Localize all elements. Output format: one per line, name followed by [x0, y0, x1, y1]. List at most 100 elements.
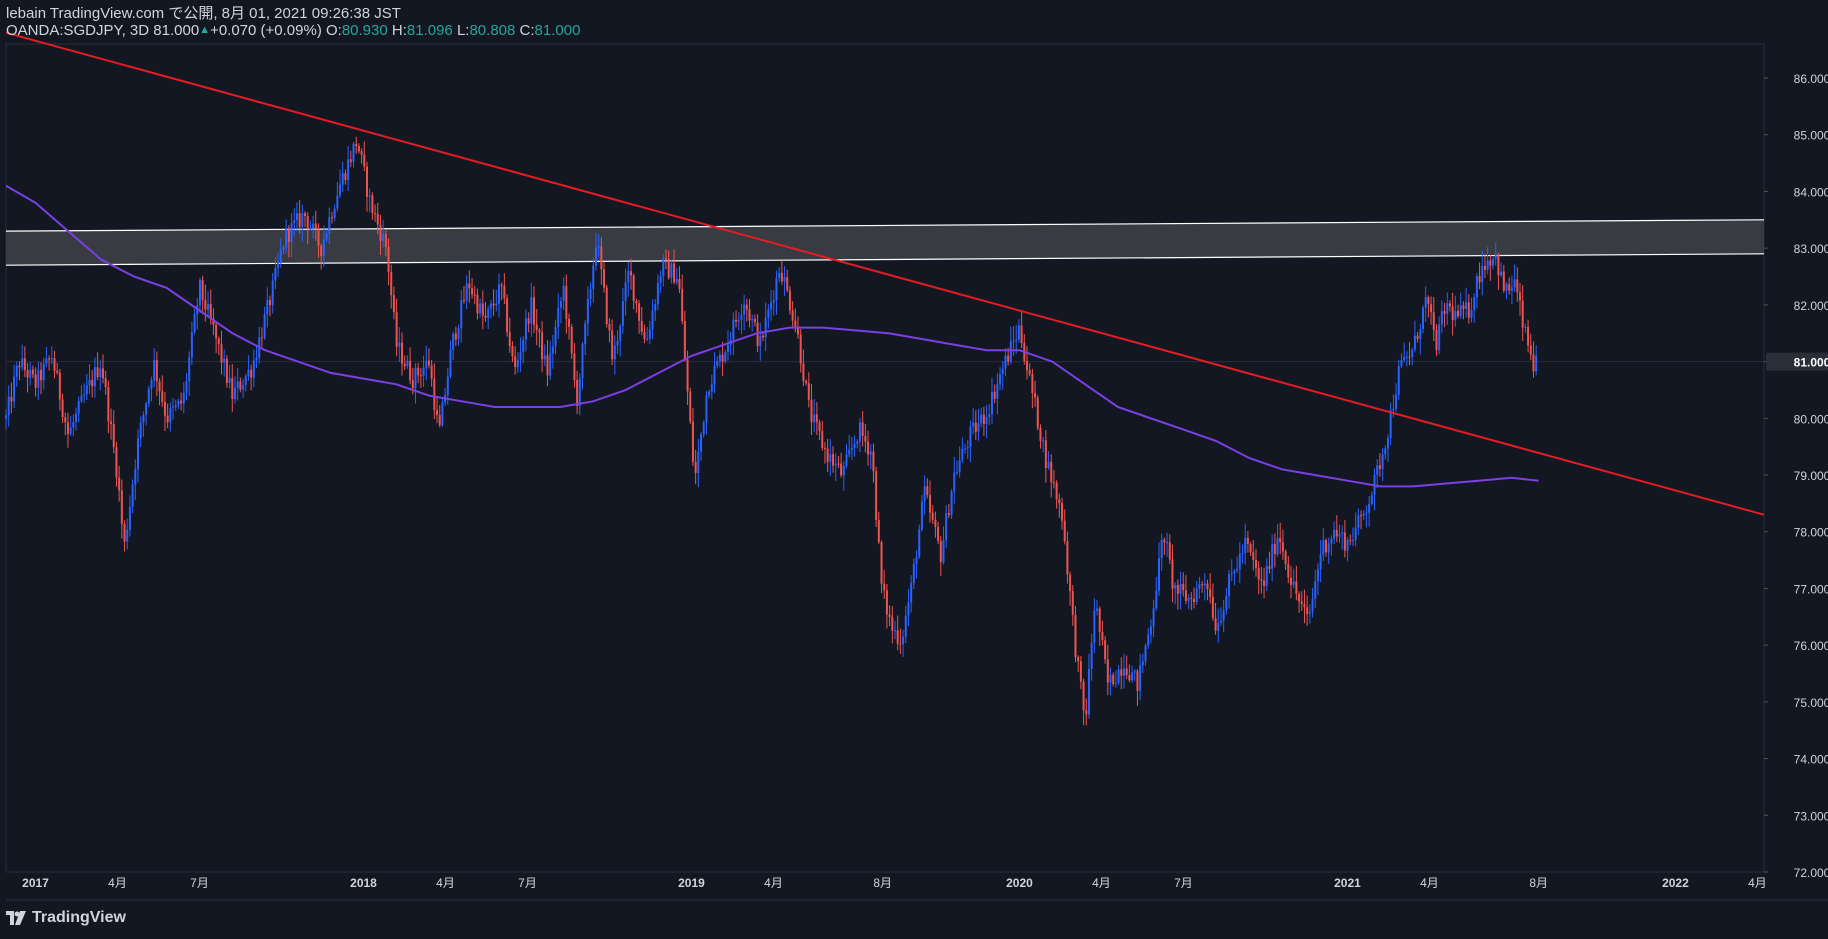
candle-up[interactable] [1141, 661, 1144, 666]
candle-up[interactable] [1265, 566, 1268, 586]
candle-up[interactable] [829, 454, 832, 462]
candle-up[interactable] [174, 405, 177, 408]
candle-up[interactable] [1384, 448, 1387, 455]
candle-up[interactable] [893, 630, 896, 632]
candle-down[interactable] [640, 320, 643, 332]
candle-up[interactable] [557, 307, 560, 327]
candle-up[interactable] [1225, 595, 1228, 611]
candle-up[interactable] [139, 422, 142, 439]
candle-down[interactable] [317, 228, 320, 246]
candle-up[interactable] [293, 220, 296, 223]
candle-down[interactable] [1184, 590, 1187, 601]
candle-down[interactable] [401, 342, 404, 364]
candle-up[interactable] [613, 345, 616, 360]
candle-down[interactable] [231, 378, 234, 400]
candle-up[interactable] [80, 395, 83, 402]
candle-down[interactable] [780, 273, 783, 282]
candle-up[interactable] [964, 448, 967, 450]
candle-up[interactable] [223, 358, 226, 363]
candle-down[interactable] [31, 369, 34, 375]
candle-up[interactable] [869, 451, 872, 455]
candle-up[interactable] [422, 367, 425, 376]
candle-down[interactable] [1443, 311, 1446, 314]
candle-down[interactable] [1031, 374, 1034, 393]
candle-down[interactable] [826, 448, 829, 462]
candle-up[interactable] [172, 407, 175, 409]
candle-up[interactable] [559, 301, 562, 308]
candle-down[interactable] [1508, 284, 1511, 291]
candle-down[interactable] [686, 359, 689, 392]
candle-up[interactable] [977, 423, 980, 432]
candle-up[interactable] [45, 358, 48, 364]
candle-down[interactable] [786, 277, 789, 291]
candle-up[interactable] [775, 278, 778, 301]
candle-up[interactable] [322, 239, 325, 256]
candle-up[interactable] [1155, 590, 1158, 609]
candle-up[interactable] [1160, 539, 1163, 559]
candle-down[interactable] [600, 246, 603, 270]
candle-down[interactable] [797, 326, 800, 335]
candle-down[interactable] [1034, 392, 1037, 398]
candle-up[interactable] [522, 339, 525, 353]
candle-up[interactable] [1365, 512, 1368, 514]
candle-up[interactable] [414, 367, 417, 389]
candle-down[interactable] [225, 358, 228, 383]
candle-down[interactable] [864, 435, 867, 442]
candle-down[interactable] [1214, 618, 1217, 631]
candle-down[interactable] [320, 245, 323, 256]
candle-up[interactable] [1368, 504, 1371, 513]
candle-up[interactable] [751, 318, 754, 321]
candle-down[interactable] [1527, 326, 1530, 346]
candle-down[interactable] [110, 421, 113, 424]
candle-down[interactable] [877, 520, 880, 543]
candle-up[interactable] [912, 563, 915, 584]
candle-up[interactable] [1319, 554, 1322, 570]
candle-up[interactable] [1322, 540, 1325, 555]
candle-down[interactable] [514, 356, 517, 368]
candle-down[interactable] [1273, 544, 1276, 555]
candle-up[interactable] [142, 414, 145, 423]
candle-up[interactable] [1454, 310, 1457, 321]
candle-up[interactable] [1174, 585, 1177, 589]
candle-down[interactable] [1028, 370, 1031, 375]
candle-down[interactable] [888, 614, 891, 617]
candle-up[interactable] [778, 273, 781, 279]
candle-down[interactable] [239, 381, 242, 390]
candle-down[interactable] [58, 372, 61, 400]
candle-up[interactable] [1311, 598, 1314, 612]
candle-down[interactable] [1298, 593, 1301, 602]
candle-down[interactable] [155, 359, 158, 382]
candle-up[interactable] [185, 380, 188, 393]
candle-down[interactable] [667, 259, 670, 278]
candle-up[interactable] [1440, 311, 1443, 325]
candle-up[interactable] [1009, 341, 1012, 362]
candle-down[interactable] [360, 151, 363, 155]
candle-up[interactable] [942, 540, 945, 563]
candle-down[interactable] [818, 422, 821, 432]
candle-up[interactable] [325, 233, 328, 240]
candle-down[interactable] [180, 400, 183, 404]
candle-down[interactable] [1020, 325, 1023, 344]
candle-up[interactable] [1438, 324, 1441, 351]
candle-up[interactable] [651, 310, 654, 330]
candle-up[interactable] [1524, 326, 1527, 328]
candle-down[interactable] [1176, 585, 1179, 594]
candle-down[interactable] [794, 320, 797, 327]
candle-down[interactable] [115, 447, 118, 478]
candle-down[interactable] [287, 228, 290, 242]
candle-up[interactable] [702, 422, 705, 435]
candle-down[interactable] [123, 523, 126, 542]
candle-down[interactable] [883, 583, 886, 591]
candle-up[interactable] [1203, 583, 1206, 586]
candle-down[interactable] [357, 146, 360, 152]
candle-down[interactable] [508, 332, 511, 347]
candle-down[interactable] [1039, 427, 1042, 441]
candle-down[interactable] [215, 324, 218, 339]
candle-down[interactable] [1516, 279, 1519, 293]
candle-down[interactable] [269, 300, 272, 306]
candle-up[interactable] [958, 460, 961, 472]
candle-up[interactable] [662, 258, 665, 277]
candle-down[interactable] [430, 365, 433, 379]
candle-up[interactable] [1157, 558, 1160, 591]
candle-up[interactable] [530, 297, 533, 324]
